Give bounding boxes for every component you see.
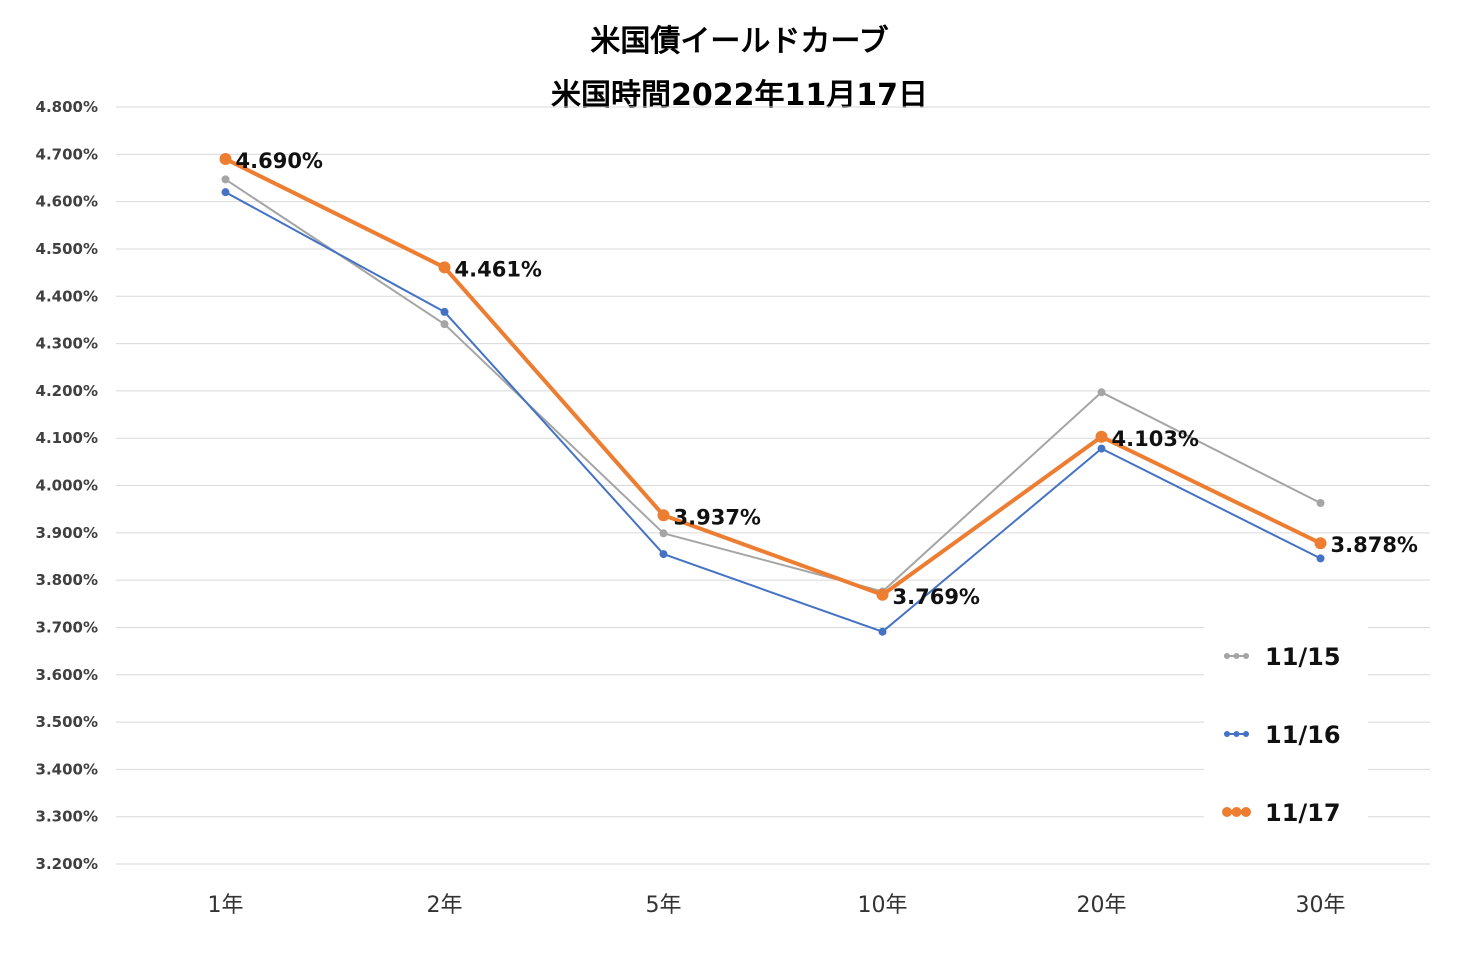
y-tick-label: 3.600%	[36, 666, 98, 684]
data-point	[1097, 388, 1106, 397]
data-point	[659, 529, 668, 538]
data-point	[221, 175, 230, 184]
series-line-1	[225, 191, 1321, 633]
data-label: 3.878%	[1331, 533, 1418, 557]
data-point	[659, 550, 668, 559]
y-tick-label: 4.800%	[36, 98, 98, 116]
y-tick-label: 3.200%	[36, 855, 98, 873]
legend-marker	[1233, 731, 1240, 737]
data-point	[1097, 444, 1106, 453]
data-label: 4.461%	[455, 257, 542, 281]
data-point	[1316, 499, 1325, 508]
data-point	[221, 188, 230, 197]
y-tick-label: 4.300%	[36, 335, 98, 353]
series-line-0	[224, 178, 1321, 593]
data-point	[1095, 430, 1108, 443]
data-label: 4.103%	[1112, 427, 1199, 451]
y-tick-label: 4.000%	[36, 477, 98, 495]
data-point	[1314, 537, 1327, 550]
x-tick-label: 5年	[646, 893, 682, 918]
legend-label: 11/17	[1265, 799, 1341, 827]
legend-marker	[1222, 807, 1232, 817]
y-tick-label: 4.500%	[36, 240, 98, 258]
data-label: 4.690%	[236, 149, 323, 173]
data-point	[219, 153, 232, 166]
legend-marker	[1224, 653, 1230, 659]
legend-marker	[1243, 653, 1249, 659]
y-tick-label: 3.900%	[36, 524, 98, 542]
legend-marker	[1231, 807, 1242, 817]
data-point	[440, 307, 449, 316]
legend-box	[1204, 618, 1368, 833]
y-tick-label: 3.400%	[36, 760, 98, 778]
data-point	[876, 588, 889, 601]
y-tick-label: 4.200%	[36, 382, 98, 400]
y-tick-label: 3.800%	[36, 571, 98, 589]
y-tick-label: 3.300%	[36, 808, 98, 826]
data-point	[438, 261, 451, 274]
legend-marker	[1243, 731, 1249, 737]
chart-title: 米国債イールドカーブ	[590, 24, 889, 59]
legend-label: 11/16	[1265, 721, 1341, 749]
y-tick-label: 3.700%	[36, 618, 98, 636]
x-tick-label: 20年	[1077, 893, 1127, 918]
y-tick-label: 4.700%	[36, 145, 98, 163]
data-point	[878, 627, 887, 636]
x-tick-label: 30年	[1296, 893, 1346, 918]
x-tick-label: 2年	[427, 893, 463, 918]
data-point	[1316, 554, 1325, 563]
y-tick-label: 4.100%	[36, 429, 98, 447]
legend: 11/15 11/16 11/17	[1204, 618, 1368, 833]
data-label: 3.769%	[893, 585, 980, 609]
y-tick-label: 4.400%	[36, 287, 98, 305]
data-label: 3.937%	[674, 505, 761, 529]
y-tick-label: 4.600%	[36, 193, 98, 211]
x-tick-label: 1年	[208, 893, 244, 918]
legend-marker	[1233, 653, 1240, 659]
series-line-2	[224, 157, 1322, 597]
legend-marker	[1241, 807, 1251, 817]
data-point	[440, 320, 449, 329]
legend-marker	[1224, 731, 1230, 737]
x-tick-label: 10年	[858, 893, 908, 918]
data-point	[657, 509, 670, 522]
y-tick-label: 3.500%	[36, 713, 98, 731]
legend-label: 11/15	[1265, 643, 1341, 671]
